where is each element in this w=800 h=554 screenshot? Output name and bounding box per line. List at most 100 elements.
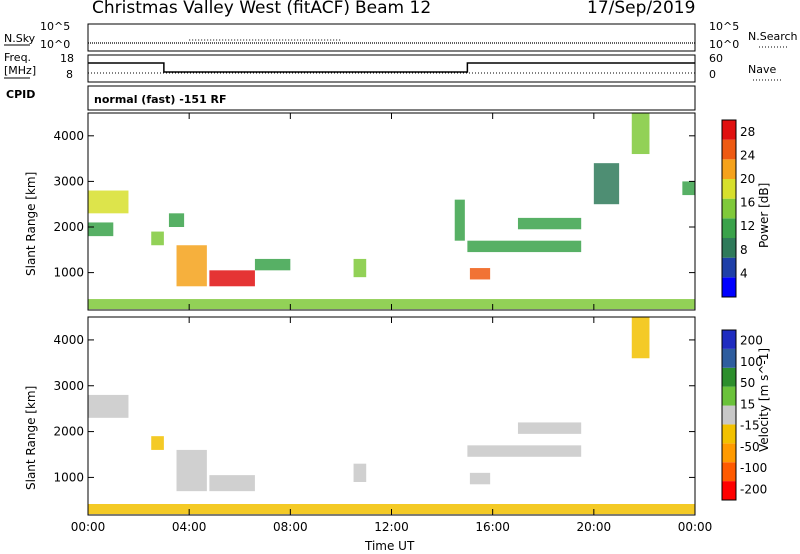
- velocity-colorbar-cell-8: [722, 330, 736, 349]
- nave-tick-top: 60: [709, 52, 723, 65]
- power-patch-10: [467, 240, 582, 253]
- velocity-patch-8: [631, 317, 650, 359]
- power-patch-8: [454, 199, 465, 241]
- velocity-colorbar-tick-4: -15: [740, 419, 760, 433]
- velocity-patch-7: [517, 422, 582, 434]
- velocity-colorbar-tick-1: 100: [740, 355, 763, 369]
- date-title: 17/Sep/2019: [587, 0, 696, 18]
- velocity-colorbar-cell-4: [722, 405, 736, 425]
- nsky-panel-frame: [87, 23, 696, 52]
- power-colorbar-cell-1: [722, 257, 736, 278]
- velocity-colorbar-tick-0: 200: [740, 334, 763, 348]
- velocity-colorbar-tick-2: 50: [740, 376, 755, 390]
- xtick-label-4: 16:00: [475, 520, 510, 534]
- power-colorbar-tick-2: 12: [740, 219, 755, 233]
- cpid-panel-frame: [87, 85, 696, 111]
- power-patch-0: [88, 190, 129, 214]
- freq-unit: [MHz]: [4, 64, 37, 77]
- power-colorbar-tick-3: 16: [740, 196, 755, 210]
- beam-title: Beam 12: [355, 0, 432, 18]
- velocity-colorbar-cell-2: [722, 443, 736, 463]
- velocity-colorbar-label: Velocity [m s^-1]: [757, 347, 771, 452]
- nsky-tick-top: 10^5: [40, 20, 71, 33]
- xtick-label-1: 04:00: [172, 520, 207, 534]
- velocity-patch-5: [469, 472, 491, 485]
- x-axis-label: Time UT: [365, 539, 415, 553]
- power-colorbar-cell-3: [722, 218, 736, 238]
- power-colorbar-cell-4: [722, 198, 736, 219]
- xtick-label-6: 00:00: [678, 520, 713, 534]
- velocity-ytick-label-2: 3000: [53, 379, 84, 393]
- velocity-patch-4: [353, 463, 367, 482]
- velocity-patch-6: [467, 445, 582, 457]
- power-patch-9: [469, 268, 491, 280]
- power-colorbar-tick-4: 20: [740, 172, 755, 186]
- nsearch-tick-bottom: 10^0: [709, 38, 740, 51]
- nsky-tick-bottom: 10^0: [40, 38, 71, 51]
- velocity-colorbar-cell-5: [722, 386, 736, 406]
- velocity-patch-0: [88, 394, 129, 418]
- power-colorbar-tick-0: 4: [740, 266, 748, 280]
- power-colorbar-tick-5: 24: [740, 148, 755, 162]
- xtick-label-3: 12:00: [374, 520, 409, 534]
- nsky-label: N.Sky: [4, 32, 36, 45]
- velocity-patch-3: [209, 475, 255, 492]
- power-patch-1: [88, 222, 114, 237]
- velocity-ylabel: Slant Range [km]: [24, 385, 38, 490]
- mode-text: normal (fast) -151 RF: [94, 93, 227, 106]
- velocity-colorbar-cell-3: [722, 424, 736, 444]
- power-colorbar-cell-0: [722, 277, 736, 297]
- power-patch-13: [631, 113, 650, 155]
- velocity-colorbar-cell-1: [722, 462, 736, 482]
- velocity-patch-2: [176, 449, 207, 492]
- xtick-label-0: 00:00: [71, 520, 106, 534]
- cpid-label: CPID: [6, 88, 36, 101]
- nave-label: Nave: [748, 63, 777, 76]
- freq-tick-bottom: 8: [66, 68, 73, 81]
- velocity-colorbar-tick-6: -100: [740, 461, 767, 475]
- power-colorbar-cell-8: [722, 120, 736, 140]
- velocity-ytick-label-1: 2000: [53, 425, 84, 439]
- velocity-colorbar-cell-6: [722, 367, 736, 387]
- velocity-colorbar-tick-3: 15: [740, 397, 755, 411]
- power-ylabel: Slant Range [km]: [24, 171, 38, 276]
- power-colorbar-label: Power [dB]: [757, 182, 771, 248]
- freq-panel-frame: [87, 54, 696, 83]
- velocity-colorbar-cell-0: [722, 481, 736, 500]
- power-patch-3: [168, 213, 185, 228]
- power-patch-11: [517, 217, 582, 230]
- velocity-patch-1: [151, 436, 164, 450]
- freq-tick-top: 18: [60, 52, 74, 65]
- power-colorbar-cell-5: [722, 179, 736, 199]
- nsearch-label: N.Search: [748, 30, 798, 43]
- power-colorbar-cell-7: [722, 139, 736, 160]
- velocity-colorbar-tick-5: -50: [740, 440, 760, 454]
- freq-label: Freq.: [4, 51, 32, 64]
- station-title: Christmas Valley West (fitACF): [92, 0, 351, 18]
- velocity-ytick-label-0: 1000: [53, 470, 84, 484]
- power-ytick-label-0: 1000: [53, 266, 84, 280]
- power-patch-12: [593, 163, 620, 205]
- velocity-colorbar-cell-7: [722, 348, 736, 368]
- power-patch-6: [254, 258, 291, 271]
- power-colorbar-tick-6: 28: [740, 125, 755, 139]
- power-colorbar-frame: [721, 119, 737, 298]
- power-patch-2: [151, 231, 164, 246]
- power-patch-4: [176, 245, 207, 287]
- power-colorbar-cell-6: [722, 159, 736, 179]
- nsearch-tick-top: 10^5: [709, 20, 740, 33]
- power-patch-7: [353, 258, 367, 278]
- velocity-colorbar-tick-7: -200: [740, 482, 767, 496]
- freq-trace: [88, 62, 695, 73]
- xtick-label-2: 08:00: [273, 520, 308, 534]
- power-ytick-label-1: 2000: [53, 220, 84, 234]
- power-ytick-label-2: 3000: [53, 174, 84, 188]
- power-ytick-label-3: 4000: [53, 129, 84, 143]
- xtick-label-5: 20:00: [577, 520, 612, 534]
- nave-tick-bottom: 0: [709, 68, 716, 81]
- power-colorbar-tick-1: 8: [740, 243, 748, 257]
- velocity-ytick-label-3: 4000: [53, 333, 84, 347]
- power-colorbar-cell-2: [722, 238, 736, 258]
